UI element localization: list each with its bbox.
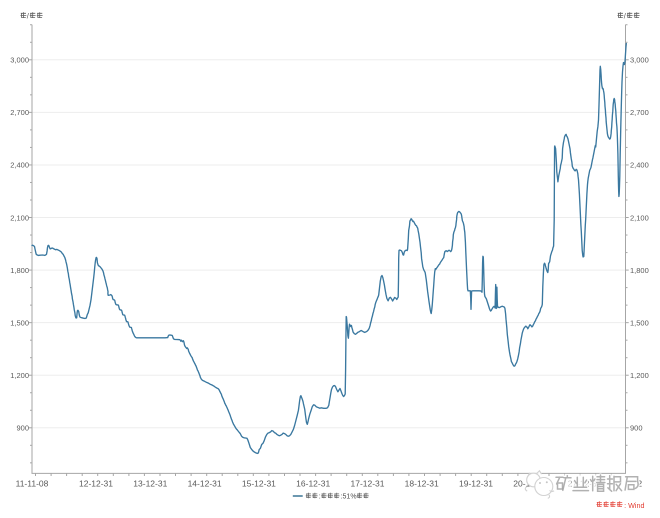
svg-text:1,500: 1,500 (630, 319, 649, 328)
svg-text:2: 2 (637, 479, 642, 489)
svg-text:2,100: 2,100 (630, 213, 649, 222)
svg-text:1,200: 1,200 (630, 371, 649, 380)
svg-text:2,400: 2,400 (630, 161, 649, 170)
svg-text::: : (319, 493, 321, 500)
svg-text:/: / (27, 11, 30, 20)
svg-text:2,400: 2,400 (10, 161, 29, 170)
svg-text:2,700: 2,700 (630, 108, 649, 117)
svg-text:1,800: 1,800 (10, 266, 29, 275)
svg-text:2,700: 2,700 (10, 108, 29, 117)
svg-text:900: 900 (630, 424, 643, 433)
svg-text:1,800: 1,800 (630, 266, 649, 275)
svg-text:/: / (624, 11, 627, 20)
svg-text:17-12-31: 17-12-31 (350, 479, 384, 489)
svg-text:18-12-31: 18-12-31 (405, 479, 439, 489)
svg-text::51%: :51% (341, 493, 357, 500)
svg-text:12-12-31: 12-12-31 (79, 479, 113, 489)
svg-text:: Wind: : Wind (624, 501, 644, 510)
svg-text:3,000: 3,000 (10, 56, 29, 65)
svg-text:13-12-31: 13-12-31 (133, 479, 167, 489)
svg-text:900: 900 (16, 424, 29, 433)
svg-text:15-12-31: 15-12-31 (242, 479, 276, 489)
svg-text:1,200: 1,200 (10, 371, 29, 380)
svg-text:16-12-31: 16-12-31 (296, 479, 330, 489)
svg-text:11-11-08: 11-11-08 (16, 479, 49, 489)
svg-text:2,100: 2,100 (10, 213, 29, 222)
svg-text:1,500: 1,500 (10, 319, 29, 328)
svg-text:19-12-31: 19-12-31 (459, 479, 493, 489)
svg-text:3,000: 3,000 (630, 56, 649, 65)
svg-text:14-12-31: 14-12-31 (188, 479, 222, 489)
